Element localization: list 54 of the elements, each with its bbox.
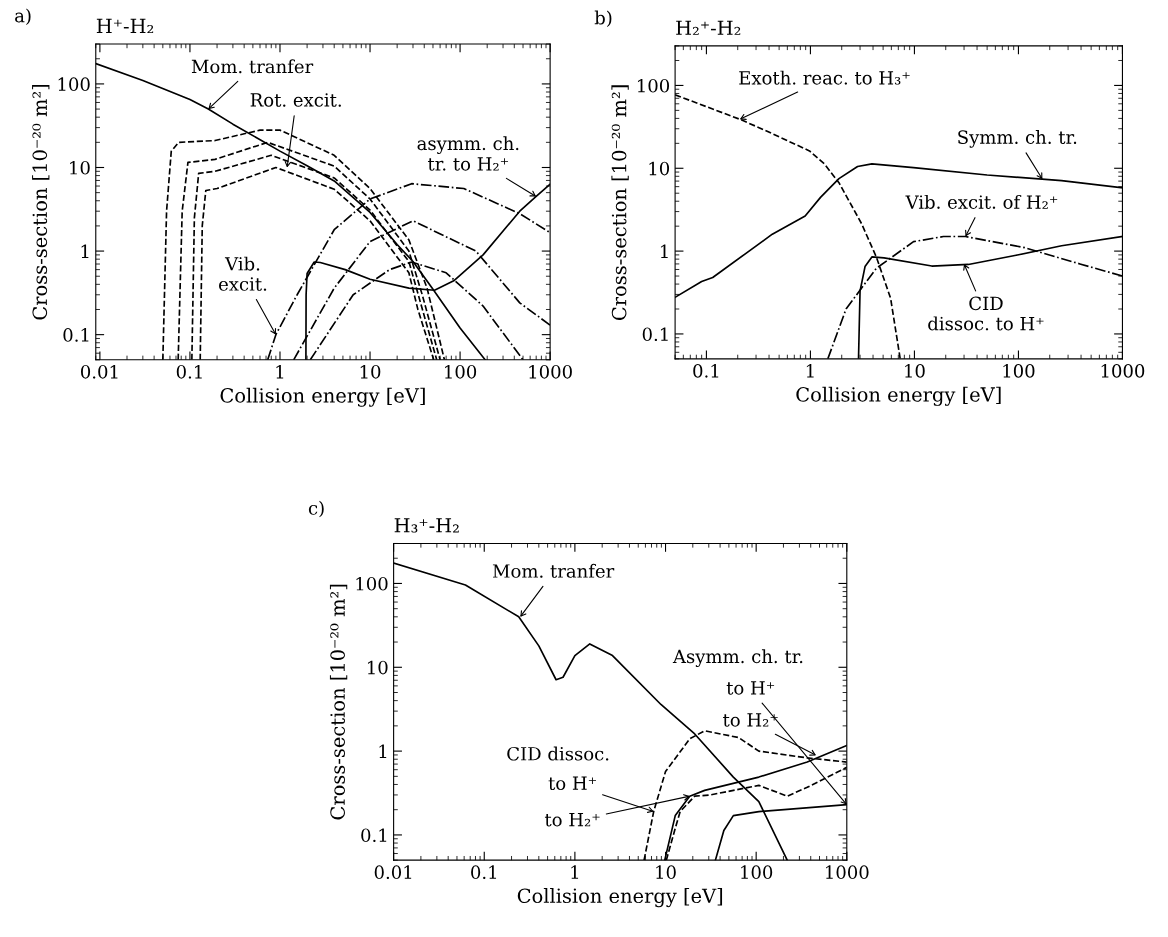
x-tick-label: 1 [571,865,579,879]
annotation: Asymm. ch. tr. [672,649,803,667]
chart-title: H₃⁺-H₂ [394,518,459,533]
annotation: Exoth. reac. to H₃⁺ [739,70,910,85]
x-tick-label: 1000 [529,364,572,379]
x-tick-label: 100 [445,364,477,379]
y-tick-label: 1 [81,244,89,258]
annotation: to H⁺ [548,776,596,791]
x-tick-label: 0.1 [693,364,719,378]
x-axis-title: Collision energy [eV] [220,387,425,407]
x-tick-label: 1 [806,364,814,378]
annotation: asymm. ch. tr. to H₂⁺ [417,136,519,171]
x-tick-label: 0.01 [374,865,412,879]
y-tick-label: 10 [649,161,670,176]
annotation: Vib. excit. [219,256,267,291]
y-axis-title: Cross-section [10⁻²⁰ m²] [329,584,348,820]
text: b) [594,10,612,28]
y-axis-title: Cross-section [10⁻²⁰ m²] [32,84,50,320]
annotation: Mom. tranfer [191,59,314,74]
x-tick-label: 0.1 [471,865,497,879]
annotation: Mom. tranfer [492,563,615,578]
y-tick-label: 100 [637,78,670,93]
x-tick-label: 10 [905,364,925,378]
annotation: Vib. excit. of H₂⁺ [905,194,1058,209]
y-tick-label: 100 [58,77,90,92]
y-tick-label: 1 [660,244,668,258]
chart-title: H⁺-H₂ [96,18,154,33]
y-tick-label: 100 [356,576,388,591]
x-tick-label: 0.01 [80,364,118,379]
x-tick-label: 1000 [826,865,869,879]
x-tick-label: 1000 [1101,364,1145,378]
x-axis-title: Collision energy [eV] [796,386,1001,406]
y-tick-label: 1 [379,744,387,758]
x-tick-label: 0.1 [176,364,202,379]
annotation: Rot. excit. [250,93,341,107]
x-axis-title: Collision energy [eV] [517,888,723,908]
y-tick-label: 0.1 [361,828,387,843]
x-tick-label: 100 [741,865,773,879]
annotation: Symm. ch. tr. [958,130,1077,148]
annotation: CID dissoc. [507,746,609,761]
text: c) [308,500,324,518]
annotation: to H₂⁺ [544,813,600,827]
y-tick-label: 10 [70,160,90,175]
y-tick-label: 10 [367,660,388,675]
x-tick-label: 100 [1003,364,1035,378]
text: a) [15,8,31,25]
annotation: to H⁺ [726,681,775,695]
chart-title: H₂⁺-H₂ [676,20,741,35]
y-axis-title: Cross-section [10⁻²⁰ m²] [611,85,629,321]
x-tick-label: 1 [276,364,284,379]
y-tick-label: 0.1 [642,327,668,342]
annotation: to H₂⁺ [723,713,778,727]
annotation: CID dissoc. to H⁺ [928,296,1044,331]
y-tick-label: 0.1 [63,328,89,342]
